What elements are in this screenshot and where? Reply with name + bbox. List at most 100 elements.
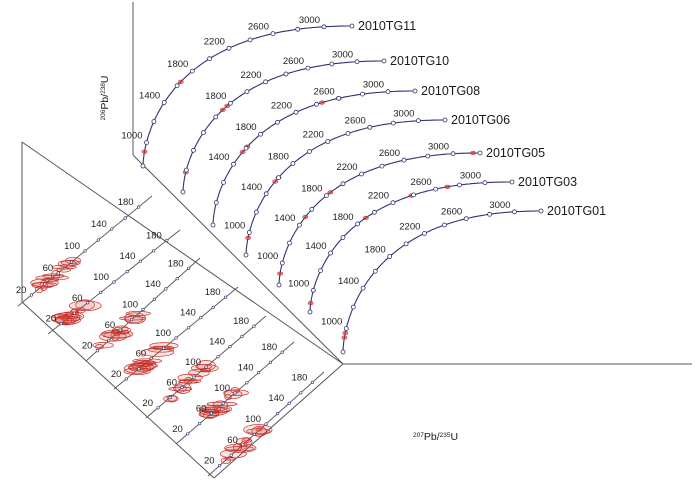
age-label-180: 180 (205, 287, 221, 298)
age-marker (43, 282, 47, 286)
error-ellipse (62, 314, 70, 323)
age-label-2600: 2600 (411, 177, 432, 188)
error-ellipse (220, 457, 232, 464)
age-label-20: 20 (46, 314, 57, 325)
age-marker (140, 163, 146, 169)
age-label-2200: 2200 (368, 191, 389, 202)
frame-lower-bottom-edge (21, 301, 215, 479)
age-label-1000: 1000 (224, 221, 245, 232)
age-marker (310, 287, 316, 293)
age-marker (200, 130, 206, 136)
age-label-1800: 1800 (268, 152, 289, 163)
age-label-100: 100 (64, 241, 80, 252)
age-label-100: 100 (93, 272, 109, 283)
age-marker (355, 221, 361, 227)
error-ellipse (168, 386, 193, 392)
y-axis-title-element-a: Pb/ (99, 94, 111, 110)
age-marker (403, 241, 409, 247)
age-marker (231, 161, 236, 167)
age-label-1800: 1800 (332, 212, 353, 223)
error-ellipse (31, 282, 54, 289)
age-marker (263, 79, 269, 85)
age-marker (99, 290, 103, 295)
age-marker (325, 139, 331, 144)
age-marker (401, 157, 407, 163)
sample-label-2010tg08: 2010TG08 (421, 84, 480, 98)
error-ellipse (140, 360, 156, 366)
age-marker (310, 380, 315, 385)
concordia-2010tg08: 1400 1800 2200 2600 3000 2010TG08 (208, 80, 480, 228)
age-marker (276, 175, 281, 181)
frame-lower-top-edge (21, 141, 344, 365)
age-label-2600: 2600 (441, 207, 462, 218)
age-marker (107, 338, 111, 343)
age-marker (233, 391, 237, 395)
age-label-2200: 2200 (399, 221, 420, 232)
age-label-100: 100 (214, 383, 230, 394)
error-ellipse (35, 286, 44, 294)
age-label-3000: 3000 (428, 142, 449, 153)
age-label-60: 60 (72, 293, 83, 304)
age-marker (123, 216, 127, 220)
error-ellipse (75, 299, 95, 311)
error-ellipse (68, 300, 102, 312)
x-axis-title-element-b: U (450, 431, 458, 443)
age-label-180: 180 (261, 342, 277, 353)
age-label-60: 60 (227, 435, 238, 446)
age-label-1000: 1000 (121, 131, 142, 142)
y-axis-title-element-b: U (99, 75, 111, 83)
age-marker (387, 254, 393, 259)
young-line-5: 20 60 100 140 180 (142, 315, 267, 419)
age-label-20: 20 (82, 341, 93, 352)
age-label-100: 100 (185, 357, 201, 368)
error-ellipse (302, 214, 309, 220)
age-marker (314, 101, 319, 107)
age-label-2600: 2600 (345, 115, 366, 126)
age-marker (164, 287, 168, 291)
age-marker (226, 45, 232, 51)
age-marker (329, 61, 335, 67)
age-marker (276, 412, 280, 416)
age-marker (228, 345, 232, 349)
error-ellipse (177, 79, 184, 84)
age-label-2600: 2600 (248, 22, 269, 33)
age-marker (457, 182, 462, 188)
age-marker (83, 249, 87, 253)
age-label-140: 140 (120, 251, 136, 262)
age-label-1400: 1400 (274, 213, 295, 224)
error-ellipse (362, 215, 369, 220)
age-label-1800: 1800 (235, 122, 256, 133)
age-marker (240, 334, 244, 339)
age-label-2600: 2600 (379, 148, 400, 159)
age-marker (180, 385, 184, 390)
error-ellipse (245, 235, 251, 240)
age-marker (161, 100, 167, 105)
age-marker (186, 432, 190, 436)
age-label-100: 100 (245, 414, 261, 425)
age-marker (385, 89, 391, 95)
age-label-1800: 1800 (205, 91, 226, 102)
error-ellipse (241, 437, 252, 443)
age-marker (209, 411, 213, 416)
age-label-1000: 1000 (257, 251, 278, 262)
age-marker (354, 59, 360, 65)
error-ellipse (341, 335, 348, 340)
age-label-140: 140 (145, 279, 161, 290)
age-marker (175, 277, 179, 281)
age-marker (305, 65, 311, 71)
age-marker (141, 307, 145, 312)
error-ellipse (54, 316, 75, 325)
age-marker (29, 293, 34, 297)
age-marker (433, 186, 439, 192)
age-marker (213, 200, 219, 206)
age-label-140: 140 (268, 393, 284, 404)
sample-label-2010tg11: 2010TG11 (358, 19, 416, 33)
age-marker (246, 230, 252, 235)
age-label-100: 100 (155, 328, 171, 339)
age-marker (349, 23, 355, 29)
age-marker (309, 206, 315, 212)
age-marker (279, 260, 285, 266)
age-label-2600: 2600 (283, 56, 304, 67)
